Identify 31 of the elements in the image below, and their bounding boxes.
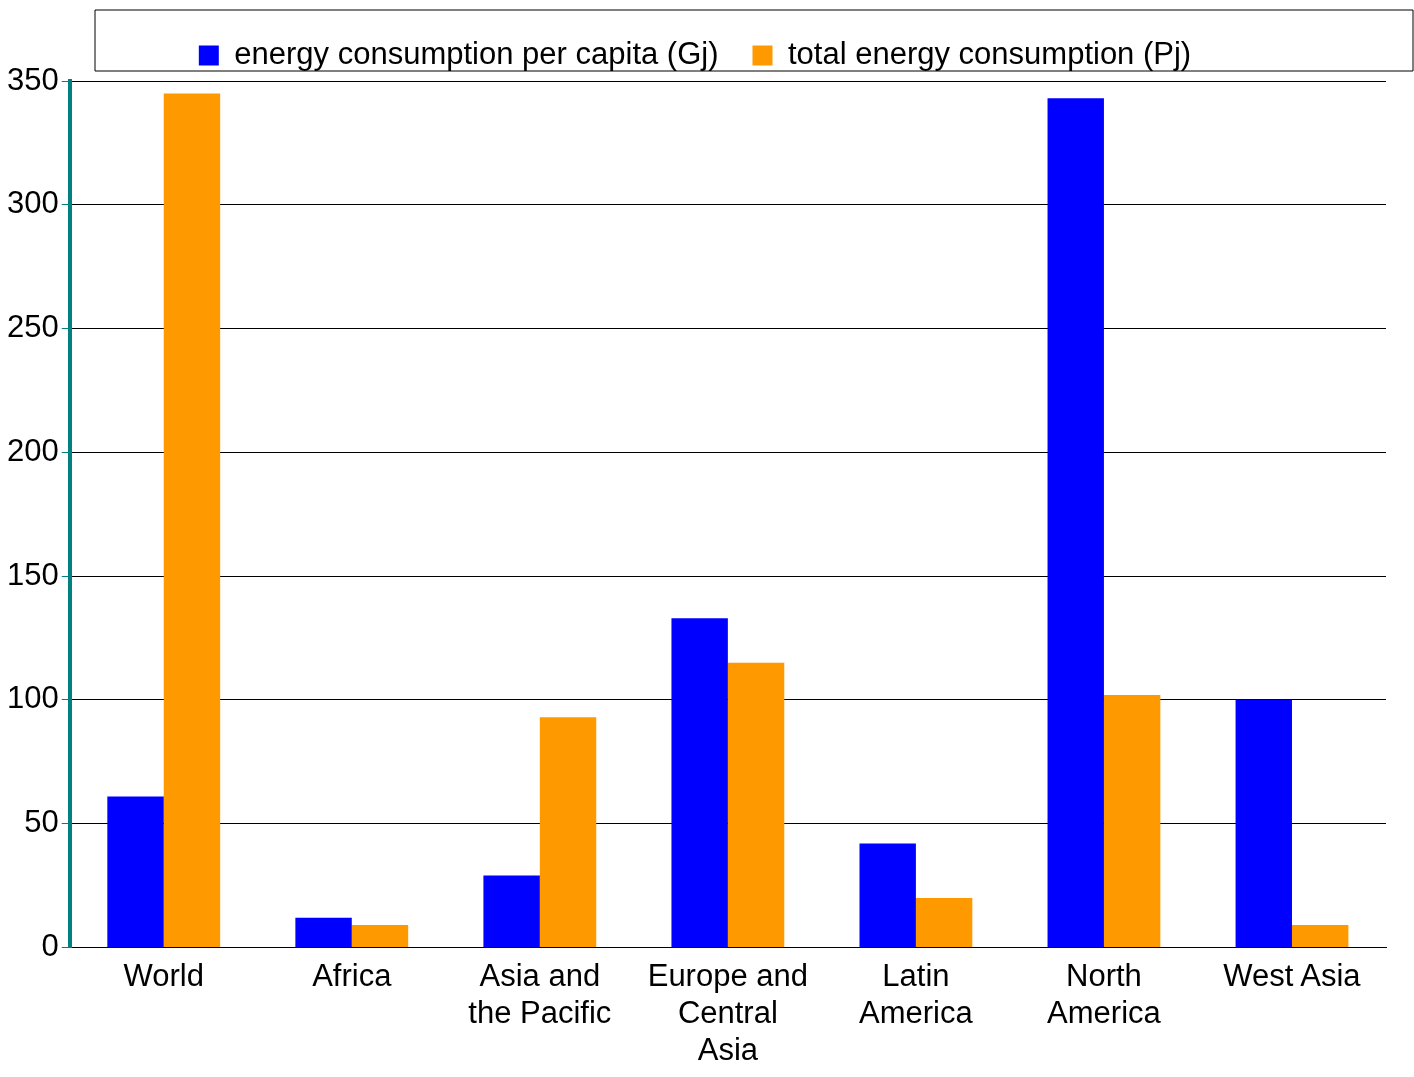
y-tick-label: 100 bbox=[6, 680, 59, 716]
bar bbox=[1291, 925, 1349, 947]
bar bbox=[351, 925, 409, 947]
x-tick-label: West Asia bbox=[1223, 957, 1362, 993]
x-tick-label: Europe and Central Asia bbox=[647, 957, 809, 1067]
bar bbox=[1047, 98, 1104, 947]
bar bbox=[915, 897, 973, 947]
bar bbox=[1103, 694, 1161, 947]
bar bbox=[295, 917, 352, 947]
y-tick-label: 300 bbox=[6, 185, 59, 221]
bar bbox=[107, 796, 164, 947]
y-tick-label: 0 bbox=[41, 927, 59, 963]
y-tick-label: 250 bbox=[6, 309, 59, 345]
x-tick-label: World bbox=[123, 957, 204, 993]
x-tick-label: North America bbox=[1047, 957, 1162, 1030]
bar bbox=[727, 662, 785, 947]
bar bbox=[163, 93, 221, 947]
x-tick-label: Asia and the Pacific bbox=[468, 957, 612, 1030]
x-tick-label: Latin America bbox=[859, 957, 974, 1030]
bar bbox=[671, 618, 728, 947]
y-tick-label: 50 bbox=[24, 804, 59, 840]
legend-label: energy consumption per capita (Gj) bbox=[234, 36, 719, 72]
legend-label: total energy consumption (Pj) bbox=[787, 36, 1192, 72]
bar bbox=[859, 843, 916, 947]
bar bbox=[1235, 699, 1292, 947]
bar bbox=[483, 875, 540, 947]
bar bbox=[539, 717, 597, 947]
y-tick-label: 350 bbox=[6, 61, 59, 97]
y-tick-label: 150 bbox=[6, 556, 59, 592]
x-tick-label: Africa bbox=[312, 957, 393, 993]
y-tick-label: 200 bbox=[6, 432, 59, 468]
